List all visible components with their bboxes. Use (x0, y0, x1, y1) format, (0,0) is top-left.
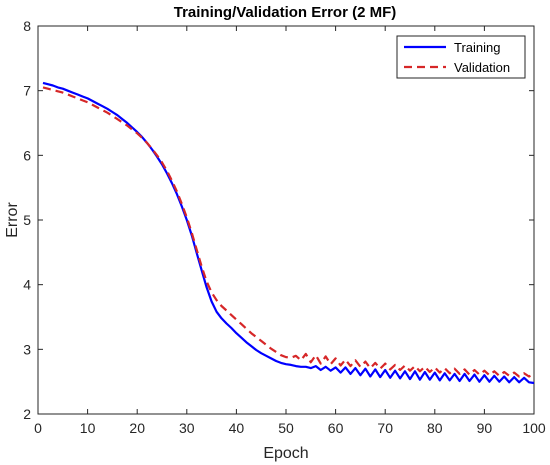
x-tick-label: 30 (179, 420, 195, 436)
x-tick-label: 90 (477, 420, 493, 436)
x-tick-label: 60 (328, 420, 344, 436)
y-tick-label: 8 (23, 18, 31, 34)
legend-box (396, 35, 526, 79)
chart-title: Training/Validation Error (2 MF) (174, 4, 397, 21)
x-tick-label: 0 (34, 420, 42, 436)
series-line-training (42, 81, 535, 385)
y-tick-label: 6 (23, 147, 31, 163)
y-axis: 2 3 4 5 6 7 8 (23, 18, 534, 422)
x-tick-label: 10 (80, 420, 96, 436)
x-tick-label: 40 (229, 420, 245, 436)
y-tick-label: 2 (23, 406, 31, 422)
series-lines (42, 81, 535, 385)
y-tick-label: 3 (23, 341, 31, 357)
plot-area (37, 25, 535, 415)
y-tick-label: 4 (23, 277, 31, 293)
x-tick-label: 80 (427, 420, 443, 436)
x-axis-label: Epoch (263, 445, 308, 462)
legend-label-validation: Validation (454, 60, 510, 75)
y-tick-label: 5 (23, 212, 31, 228)
x-tick-label: 20 (129, 420, 145, 436)
y-axis-label: Error (4, 202, 21, 238)
y-tick-label: 7 (23, 83, 31, 99)
x-tick-label: 50 (278, 420, 294, 436)
x-tick-label: 100 (522, 420, 546, 436)
legend-label-training: Training (454, 40, 500, 55)
x-tick-label: 70 (377, 420, 393, 436)
legend: Training Validation (396, 35, 526, 79)
x-axis: 0 10 20 30 40 50 60 70 80 90 100 (34, 26, 546, 436)
